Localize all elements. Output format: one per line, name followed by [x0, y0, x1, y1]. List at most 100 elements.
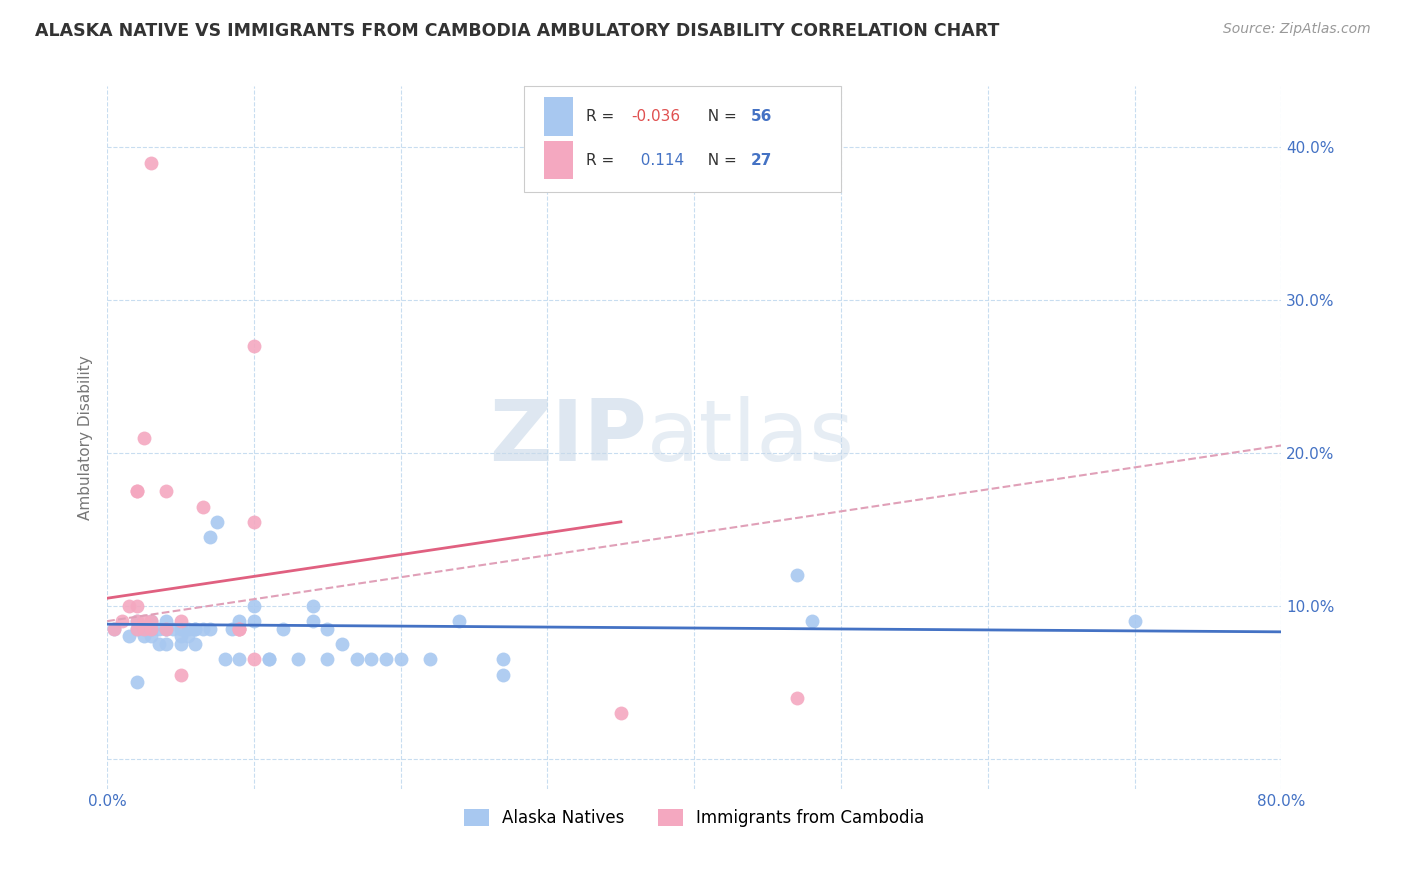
- Text: N =: N =: [697, 153, 741, 168]
- Point: [103, 622, 125, 636]
- Point: [125, 599, 148, 613]
- Point: [132, 629, 155, 643]
- Point: [155, 622, 177, 636]
- Point: [198, 530, 221, 544]
- Point: [243, 515, 266, 529]
- Text: 27: 27: [751, 153, 772, 168]
- Point: [191, 622, 214, 636]
- Point: [155, 614, 177, 628]
- Point: [316, 652, 339, 666]
- Point: [141, 622, 163, 636]
- Point: [243, 652, 266, 666]
- Point: [287, 652, 309, 666]
- Point: [346, 652, 368, 666]
- Point: [243, 599, 266, 613]
- Point: [257, 652, 280, 666]
- Point: [360, 652, 382, 666]
- Point: [155, 622, 177, 636]
- Point: [169, 637, 191, 651]
- Point: [141, 629, 163, 643]
- Text: ALASKA NATIVE VS IMMIGRANTS FROM CAMBODIA AMBULATORY DISABILITY CORRELATION CHAR: ALASKA NATIVE VS IMMIGRANTS FROM CAMBODI…: [35, 22, 1000, 40]
- Point: [148, 637, 170, 651]
- Point: [125, 484, 148, 499]
- Point: [243, 614, 266, 628]
- Point: [330, 637, 353, 651]
- Point: [132, 622, 155, 636]
- Point: [132, 431, 155, 445]
- Point: [141, 622, 163, 636]
- Point: [257, 652, 280, 666]
- Point: [125, 622, 148, 636]
- Point: [191, 500, 214, 514]
- Point: [214, 652, 236, 666]
- Point: [155, 637, 177, 651]
- Point: [118, 599, 141, 613]
- Bar: [544, 141, 574, 179]
- Point: [141, 614, 163, 628]
- Point: [169, 614, 191, 628]
- Point: [132, 614, 155, 628]
- Text: -0.036: -0.036: [631, 109, 681, 124]
- Point: [301, 599, 323, 613]
- Point: [132, 622, 155, 636]
- Point: [243, 339, 266, 353]
- Point: [492, 667, 515, 681]
- Point: [228, 614, 250, 628]
- Legend: Alaska Natives, Immigrants from Cambodia: Alaska Natives, Immigrants from Cambodia: [457, 802, 931, 834]
- Y-axis label: Ambulatory Disability: Ambulatory Disability: [79, 355, 93, 520]
- Point: [103, 622, 125, 636]
- Point: [141, 622, 163, 636]
- Bar: [544, 97, 574, 136]
- Point: [610, 706, 633, 720]
- FancyBboxPatch shape: [524, 87, 841, 192]
- Point: [228, 622, 250, 636]
- Point: [162, 622, 184, 636]
- Point: [207, 515, 229, 529]
- Text: R =: R =: [586, 153, 620, 168]
- Point: [389, 652, 412, 666]
- Point: [177, 622, 200, 636]
- Point: [155, 484, 177, 499]
- Point: [228, 652, 250, 666]
- Text: 0.114: 0.114: [631, 153, 683, 168]
- Text: Source: ZipAtlas.com: Source: ZipAtlas.com: [1223, 22, 1371, 37]
- Point: [118, 629, 141, 643]
- Point: [492, 652, 515, 666]
- Point: [221, 622, 243, 636]
- Text: R =: R =: [586, 109, 620, 124]
- Point: [169, 629, 191, 643]
- Point: [800, 614, 823, 628]
- Point: [449, 614, 471, 628]
- Point: [786, 690, 808, 705]
- Point: [125, 622, 148, 636]
- Point: [125, 484, 148, 499]
- Point: [184, 622, 207, 636]
- Point: [271, 622, 294, 636]
- Point: [375, 652, 398, 666]
- Point: [786, 568, 808, 582]
- Point: [419, 652, 441, 666]
- Point: [169, 622, 191, 636]
- Point: [301, 614, 323, 628]
- Point: [125, 675, 148, 690]
- Point: [141, 155, 163, 169]
- Point: [155, 622, 177, 636]
- Point: [228, 622, 250, 636]
- Text: ZIP: ZIP: [489, 396, 647, 479]
- Point: [184, 622, 207, 636]
- Point: [111, 614, 134, 628]
- Point: [125, 614, 148, 628]
- Text: N =: N =: [697, 109, 741, 124]
- Point: [125, 614, 148, 628]
- Point: [198, 622, 221, 636]
- Point: [169, 667, 191, 681]
- Point: [316, 622, 339, 636]
- Text: 56: 56: [751, 109, 772, 124]
- Point: [1123, 614, 1146, 628]
- Point: [228, 622, 250, 636]
- Text: atlas: atlas: [647, 396, 855, 479]
- Point: [177, 629, 200, 643]
- Point: [184, 637, 207, 651]
- Point: [141, 614, 163, 628]
- Point: [148, 622, 170, 636]
